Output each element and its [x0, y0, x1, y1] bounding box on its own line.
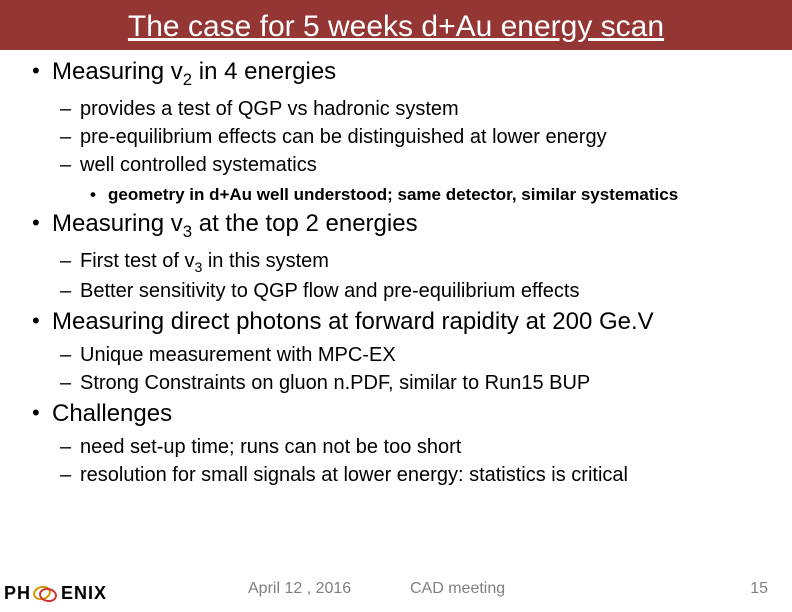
bullet-l2: Better sensitivity to QGP flow and pre-e…: [52, 278, 764, 304]
footer-date: April 12 , 2016: [248, 580, 351, 598]
bullet-text: Measuring v: [52, 58, 183, 85]
slide-content: Measuring v2 in 4 energies provides a te…: [0, 50, 792, 488]
bullet-text: at the top 2 energies: [192, 210, 418, 237]
bullet-l2: need set-up time; runs can not be too sh…: [52, 434, 764, 460]
bullet-l1: Measuring v2 in 4 energies provides a te…: [28, 58, 764, 206]
title-bar: The case for 5 weeks d+Au energy scan: [0, 0, 792, 50]
bullet-l1: Measuring direct photons at forward rapi…: [28, 308, 764, 396]
subscript: 3: [183, 222, 192, 241]
logo-text: PH: [4, 583, 31, 604]
bullet-text: Challenges: [52, 400, 172, 427]
logo-text: ENIX: [61, 583, 107, 604]
bullet-text: in 4 energies: [192, 58, 336, 85]
footer: PH ENIX April 12 , 2016 CAD meeting 15: [0, 570, 792, 604]
bullet-l2: pre-equilibrium effects can be distingui…: [52, 124, 764, 150]
logo-rings-icon: [33, 584, 59, 604]
bullet-l2: Unique measurement with MPC-EX: [52, 342, 764, 368]
bullet-l2: well controlled systematics geometry in …: [52, 152, 764, 206]
footer-page-number: 15: [750, 580, 768, 598]
slide-title: The case for 5 weeks d+Au energy scan: [0, 10, 792, 44]
bullet-text: well controlled systematics: [80, 154, 317, 176]
bullet-l2: provides a test of QGP vs hadronic syste…: [52, 96, 764, 122]
bullet-text: Measuring v: [52, 210, 183, 237]
bullet-text: Measuring direct photons at forward rapi…: [52, 308, 654, 335]
bullet-l1: Measuring v3 at the top 2 energies First…: [28, 210, 764, 304]
bullet-l2: First test of v3 in this system: [52, 248, 764, 276]
bullet-text: First test of v: [80, 250, 194, 272]
subscript: 2: [183, 70, 192, 89]
phenix-logo: PH ENIX: [4, 583, 107, 604]
bullet-l1: Challenges need set-up time; runs can no…: [28, 400, 764, 488]
bullet-l2: resolution for small signals at lower en…: [52, 462, 764, 488]
bullet-text: in this system: [202, 250, 329, 272]
footer-meeting: CAD meeting: [410, 580, 505, 598]
bullet-l2: Strong Constraints on gluon n.PDF, simil…: [52, 370, 764, 396]
bullet-l3: geometry in d+Au well understood; same d…: [80, 184, 764, 206]
